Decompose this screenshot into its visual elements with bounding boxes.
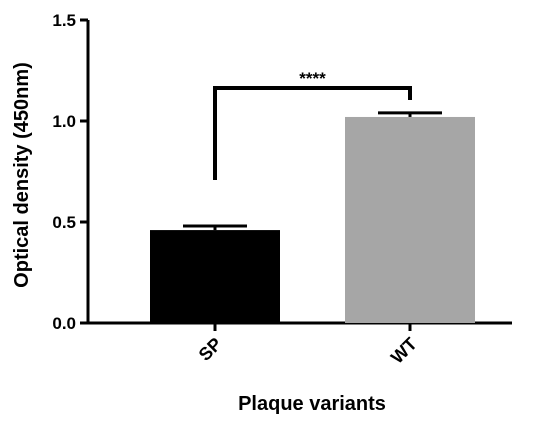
error-bar [183, 224, 247, 231]
x-tick-label: SP [195, 334, 226, 365]
y-tick-label: 0.0 [52, 314, 76, 333]
x-axis-label: Plaque variants [238, 393, 386, 415]
bar [150, 230, 280, 323]
error-bar [378, 111, 442, 117]
y-tick-label: 1.0 [52, 112, 76, 131]
x-tick-label: WT [387, 334, 421, 368]
bar [345, 116, 475, 324]
y-tick-label: 0.5 [52, 213, 76, 232]
significance-bracket [213, 86, 412, 180]
y-axis-label: Optical density (450nm) [11, 62, 33, 288]
y-tick-label: 1.5 [52, 11, 76, 30]
significance-label: **** [299, 69, 326, 88]
